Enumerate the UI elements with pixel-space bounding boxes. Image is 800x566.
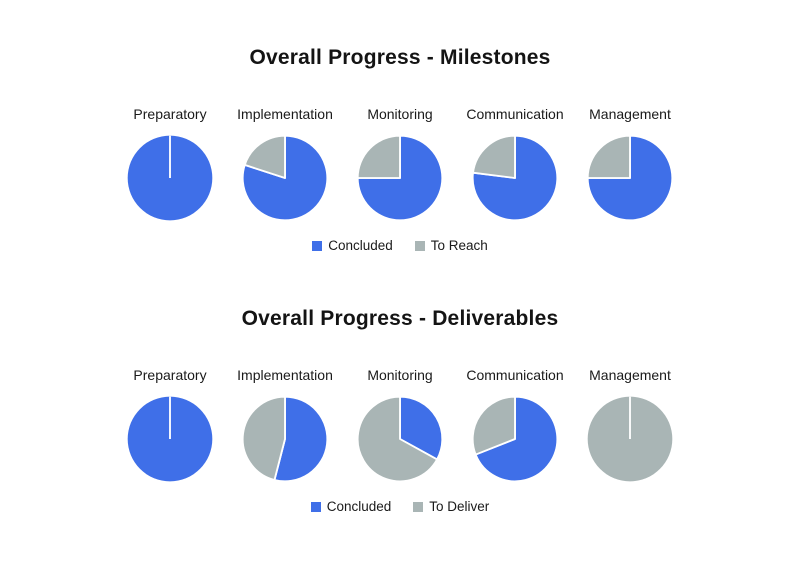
pie-row-deliverables: Preparatory Implementation Monitoring Co… (113, 367, 688, 485)
legend-milestones: Concluded To Reach (312, 238, 488, 253)
pie-figure: Implementation (228, 106, 343, 224)
legend-swatch-to-reach (414, 240, 425, 251)
pie-chart (124, 393, 216, 485)
legend-swatch-concluded (312, 240, 323, 251)
pie-figure: Implementation (228, 367, 343, 485)
legend-swatch-to-deliver (413, 501, 424, 512)
pie-label: Management (589, 106, 671, 122)
pie-chart (239, 393, 331, 485)
pie-label: Communication (466, 106, 564, 122)
legend-label: Concluded (328, 238, 393, 253)
pie-figure: Preparatory (113, 367, 228, 485)
pie-label: Monitoring (367, 367, 433, 383)
pie-chart (469, 393, 561, 485)
pie-chart (124, 132, 216, 224)
legend-label: To Deliver (429, 499, 490, 514)
pie-label: Communication (466, 367, 564, 383)
pie-chart (239, 132, 331, 224)
legend-label: Concluded (326, 499, 392, 514)
chart-title-deliverables: Overall Progress - Deliverables (241, 307, 559, 330)
pie-figure: Monitoring (343, 106, 458, 224)
legend-label: To Reach (430, 238, 488, 253)
legend-item-to-deliver: To Deliver (413, 499, 489, 514)
legend-item-to-reach: To Reach (414, 238, 488, 253)
section-deliverables: Overall Progress - Deliverables Preparat… (0, 253, 800, 514)
pie-label: Preparatory (133, 367, 207, 383)
pie-figure: Monitoring (343, 367, 458, 485)
pie-chart (354, 132, 446, 224)
pie-figure: Communication (458, 106, 573, 224)
pie-figure: Communication (458, 367, 573, 485)
pie-label: Preparatory (133, 106, 207, 122)
section-milestones: Overall Progress - Milestones Preparator… (0, 0, 800, 253)
legend-item-concluded: Concluded (312, 238, 393, 253)
pie-chart (584, 132, 676, 224)
pie-figure: Management (573, 106, 688, 224)
pie-label: Monitoring (367, 106, 433, 122)
pie-label: Management (589, 367, 671, 383)
chart-title-milestones: Overall Progress - Milestones (249, 46, 551, 69)
pie-chart (469, 132, 561, 224)
pie-row-milestones: Preparatory Implementation Monitoring Co… (113, 106, 688, 224)
pie-figure: Management (573, 367, 688, 485)
legend-item-concluded: Concluded (310, 499, 392, 514)
pie-chart (584, 393, 676, 485)
pie-label: Implementation (237, 367, 333, 383)
pie-figure: Preparatory (113, 106, 228, 224)
legend-swatch-concluded (310, 501, 321, 512)
pie-label: Implementation (237, 106, 333, 122)
pie-chart (354, 393, 446, 485)
legend-deliverables: Concluded To Deliver (310, 499, 489, 514)
